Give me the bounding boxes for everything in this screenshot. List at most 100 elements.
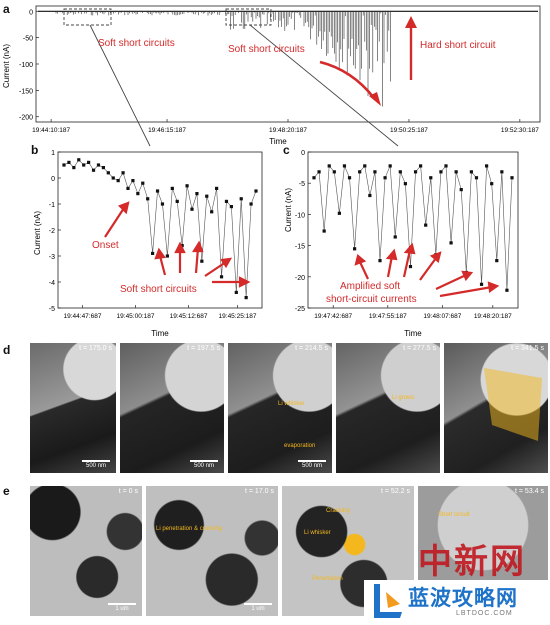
frame-time-e1: t = 0 s xyxy=(118,488,138,495)
frame-note-d3-evaporation: evaporation xyxy=(284,443,316,449)
ytick-label-b-4: -3 xyxy=(49,254,55,261)
frame-time-e3: t = 52.2 s xyxy=(381,488,410,495)
chart-b-point xyxy=(146,197,150,201)
chart-b-point xyxy=(62,163,66,167)
scale-bar-e1: 1 um xyxy=(108,603,136,612)
chart-b-point xyxy=(170,186,174,190)
scale-label-e2: 1 um xyxy=(251,606,265,612)
scale-label-d3: 500 nm xyxy=(301,463,322,469)
chart-b-point xyxy=(136,192,140,196)
tem-frame-e1: t = 0 s 1 um xyxy=(30,486,142,616)
tem-frame-d1: t = 175.0 s 500 nm xyxy=(30,343,116,473)
chart-c-point xyxy=(479,282,484,286)
chart-c-point xyxy=(419,164,423,168)
frame-note-e3-whisker: Li whisker xyxy=(304,530,331,536)
tem-frame-d3: t = 214.5 s Li whisker evaporation 500 n… xyxy=(228,343,332,473)
panel-label-b: b xyxy=(31,143,39,157)
chart-a-pointer-2 xyxy=(249,24,399,147)
chart-b-point xyxy=(200,259,204,263)
chart-c-point xyxy=(312,176,316,180)
chart-c-point xyxy=(490,182,494,186)
chart-b-point xyxy=(121,171,125,175)
chart-c-point xyxy=(337,211,341,215)
xtick-label-a-0: 19:44:10:187 xyxy=(32,127,70,134)
watermark-site-domain: LBTDOC.COM xyxy=(456,610,513,617)
ytick-label-c-3: -15 xyxy=(295,244,305,251)
chart-c-point xyxy=(510,176,514,180)
chart-b-point xyxy=(111,176,115,180)
watermark-l-icon xyxy=(374,584,402,618)
ytick-label-b-3: -2 xyxy=(49,228,55,235)
ytick-label-c-2: -10 xyxy=(295,212,305,219)
chart-c-point xyxy=(495,259,499,263)
scale-label-d1: 500 nm xyxy=(85,463,106,469)
chart-b-arrows xyxy=(104,201,251,288)
chart-c-point xyxy=(373,170,377,174)
chart-b-point xyxy=(215,186,219,190)
panel-label-d: d xyxy=(3,343,11,357)
xtick-label-b-0: 19:44:47:687 xyxy=(64,313,102,320)
chart-b-point xyxy=(91,168,96,172)
chart-c-point xyxy=(363,164,367,168)
ytick-label-a-2: -100 xyxy=(19,62,33,69)
chart-b-point xyxy=(87,160,91,164)
chart-c-point xyxy=(469,170,473,174)
chart-b-point xyxy=(96,163,101,167)
chart-b-point xyxy=(155,189,160,193)
chart-a-annotation-hard: Hard short circuit xyxy=(420,40,496,51)
chart-c-annotation-1: Amplified soft xyxy=(340,281,400,292)
chart-b-ylabel: Current (nA) xyxy=(33,211,42,255)
ytick-label-c-0: 0 xyxy=(301,150,305,157)
chart-c-point xyxy=(474,176,479,180)
chart-c-point xyxy=(485,164,489,168)
chart-b-point xyxy=(249,202,253,206)
tem-frame-d4: t = 277.5 s Li grows xyxy=(336,343,440,473)
frame-d5-whiskers-highlight xyxy=(484,368,542,441)
frame-time-e4: t = 53.4 s xyxy=(515,488,544,495)
chart-b-point xyxy=(72,166,76,170)
chart-a-xlabel: Time xyxy=(269,137,287,146)
chart-c-point xyxy=(383,176,387,180)
chart-b-point xyxy=(210,210,214,214)
frame-time-d4: t = 277.5 s xyxy=(403,345,436,352)
ytick-label-b-6: -5 xyxy=(49,306,55,313)
frame-note-e3-cracking: Cracking xyxy=(326,508,350,514)
scale-label-d2: 500 nm xyxy=(193,463,214,469)
chart-b-point xyxy=(126,186,130,190)
chart-a-zoom-box-1 xyxy=(63,8,112,26)
chart-b-annotation-onset: Onset xyxy=(92,240,119,251)
chart-c-point xyxy=(505,288,509,292)
xtick-label-b-3: 19:45:25:187 xyxy=(219,313,257,320)
chart-c-point xyxy=(459,188,463,192)
frame-time-d2: t = 197.5 s xyxy=(187,345,220,352)
frame-note-d4-grows: Li grows xyxy=(392,395,415,401)
scale-bar-d3: 500 nm xyxy=(298,460,326,469)
chart-c-point xyxy=(424,223,428,227)
scale-bar-d2: 500 nm xyxy=(190,460,218,469)
chart-c-point xyxy=(429,176,433,180)
chart-b-point xyxy=(101,166,105,170)
ytick-label-a-4: -200 xyxy=(19,115,33,122)
chart-c-point xyxy=(439,170,443,174)
chart-b-line xyxy=(63,159,257,298)
chart-c-point xyxy=(449,241,453,245)
watermark-news-logo: 中新网 xyxy=(418,542,526,582)
chart-c-point xyxy=(393,235,397,239)
chart-b-point xyxy=(239,197,243,201)
chart-c-point xyxy=(322,229,326,233)
xtick-label-a-1: 19:46:15:187 xyxy=(148,127,186,134)
ytick-label-a-0: 0 xyxy=(29,9,33,16)
chart-c-point xyxy=(378,259,382,263)
scale-label-e1: 1 um xyxy=(115,606,129,612)
frame-time-e2: t = 17.0 s xyxy=(245,488,274,495)
chart-c-point xyxy=(403,182,407,186)
ytick-label-a-3: -150 xyxy=(19,88,33,95)
chart-a-arrow-spikes xyxy=(319,60,376,99)
ytick-label-c-5: -25 xyxy=(295,306,305,313)
xtick-label-c-0: 19:47:42:687 xyxy=(314,313,352,320)
chart-b-point xyxy=(205,194,209,198)
chart-b-point xyxy=(165,254,169,258)
chart-b-point xyxy=(185,184,189,188)
chart-b-point xyxy=(180,244,184,248)
chart-b-point xyxy=(224,199,229,203)
